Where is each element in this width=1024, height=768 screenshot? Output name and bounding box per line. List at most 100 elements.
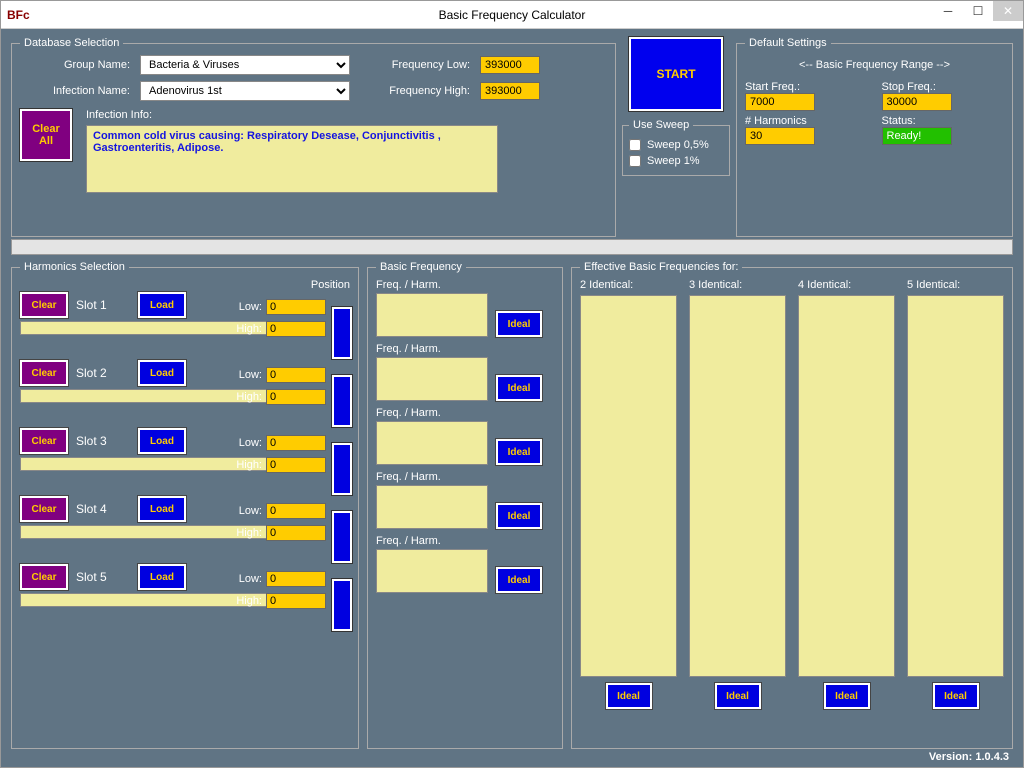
eff-col-4-header: 4 Identical:	[798, 279, 895, 291]
progress-bar	[11, 239, 1013, 255]
slot-3-label: Slot 3	[76, 434, 130, 448]
eff-col-3-header: 3 Identical:	[689, 279, 786, 291]
use-sweep: Use Sweep Sweep 0,5% Sweep 1%	[622, 119, 730, 176]
group-name-label: Group Name:	[20, 59, 130, 71]
slot-1-low-value[interactable]: 0	[266, 299, 326, 315]
slot-2-low-value[interactable]: 0	[266, 367, 326, 383]
eff-col-2-header: 2 Identical:	[580, 279, 677, 291]
freq-harm-2-area	[376, 357, 488, 401]
infection-info-text: Common cold virus causing: Respiratory D…	[86, 125, 498, 193]
slot-5-position[interactable]	[332, 579, 352, 631]
database-selection: Database Selection Group Name: Bacteria …	[11, 37, 616, 237]
stop-freq-label: Stop Freq.:	[882, 81, 1005, 93]
effective-frequencies: Effective Basic Frequencies for: 2 Ident…	[571, 261, 1013, 749]
slot-3-load-button[interactable]: Load	[138, 428, 186, 454]
eff-col-3-ideal-button[interactable]: Ideal	[715, 683, 761, 709]
infection-name-select[interactable]: Adenovirus 1st	[140, 81, 350, 101]
slot-4-load-button[interactable]: Load	[138, 496, 186, 522]
clear-all-button[interactable]: Clear All	[20, 109, 72, 161]
slot-4-position[interactable]	[332, 511, 352, 563]
slot-1-label: Slot 1	[76, 298, 130, 312]
freq-harm-2-ideal-button[interactable]: Ideal	[496, 375, 542, 401]
freq-harm-1-ideal-button[interactable]: Ideal	[496, 311, 542, 337]
freq-high-value: 393000	[480, 82, 540, 100]
slot-1-load-button[interactable]: Load	[138, 292, 186, 318]
window-title: Basic Frequency Calculator	[439, 8, 586, 22]
freq-harm-4-header: Freq. / Harm.	[376, 471, 554, 483]
status-label: Status:	[882, 115, 1005, 127]
freq-low-value: 393000	[480, 56, 540, 74]
slot-1-position[interactable]	[332, 307, 352, 359]
slot-3-position[interactable]	[332, 443, 352, 495]
freq-harm-3-header: Freq. / Harm.	[376, 407, 554, 419]
slot-4-low-value[interactable]: 0	[266, 503, 326, 519]
freq-harm-2-header: Freq. / Harm.	[376, 343, 554, 355]
slot-5-clear-button[interactable]: Clear	[20, 564, 68, 590]
close-button[interactable]: ✕	[993, 1, 1023, 21]
harmonics-value[interactable]: 30	[745, 127, 815, 145]
slot-5-high-value[interactable]: 0	[266, 593, 326, 609]
eff-col-4-ideal-button[interactable]: Ideal	[824, 683, 870, 709]
minimize-button[interactable]: ─	[933, 1, 963, 21]
slot-3-clear-button[interactable]: Clear	[20, 428, 68, 454]
default-settings: Default Settings <-- Basic Frequency Ran…	[736, 37, 1013, 237]
freq-harm-1-header: Freq. / Harm.	[376, 279, 554, 291]
freq-harm-1-area	[376, 293, 488, 337]
sweep-1-checkbox[interactable]: Sweep 1%	[629, 155, 723, 167]
freq-harm-4-ideal-button[interactable]: Ideal	[496, 503, 542, 529]
sweep-legend: Use Sweep	[629, 119, 693, 131]
freq-low-label: Frequency Low:	[360, 59, 470, 71]
slot-1-high-value[interactable]: 0	[266, 321, 326, 337]
basic-frequency: Basic Frequency Freq. / Harm. Ideal Freq.…	[367, 261, 563, 749]
position-header: Position	[20, 279, 350, 291]
harmonics-label: # Harmonics	[745, 115, 868, 127]
status-value: Ready!	[882, 127, 952, 145]
slot-5-load-button[interactable]: Load	[138, 564, 186, 590]
slot-4-clear-button[interactable]: Clear	[20, 496, 68, 522]
eff-col-3-area	[689, 295, 786, 677]
freq-harm-5-ideal-button[interactable]: Ideal	[496, 567, 542, 593]
infection-info-label: Infection Info:	[86, 109, 498, 121]
start-freq-label: Start Freq.:	[745, 81, 868, 93]
slot-1-clear-button[interactable]: Clear	[20, 292, 68, 318]
titlebar: BFc Basic Frequency Calculator ─ ☐ ✕	[1, 1, 1023, 29]
eff-col-5-area	[907, 295, 1004, 677]
slot-3-high-value[interactable]: 0	[266, 457, 326, 473]
eff-col-4-area	[798, 295, 895, 677]
harmonics-selection: Harmonics Selection Position Clear Slot …	[11, 261, 359, 749]
version-label: Version: 1.0.4.3	[929, 751, 1009, 763]
infection-name-label: Infection Name:	[20, 85, 130, 97]
freq-harm-3-area	[376, 421, 488, 465]
eff-legend: Effective Basic Frequencies for:	[580, 261, 742, 273]
slot-2-label: Slot 2	[76, 366, 130, 380]
slot-3-low-value[interactable]: 0	[266, 435, 326, 451]
slot-4-label: Slot 4	[76, 502, 130, 516]
slot-2-load-button[interactable]: Load	[138, 360, 186, 386]
maximize-button[interactable]: ☐	[963, 1, 993, 21]
slot-2-position[interactable]	[332, 375, 352, 427]
freq-high-label: Frequency High:	[360, 85, 470, 97]
group-name-select[interactable]: Bacteria & Viruses	[140, 55, 350, 75]
freq-harm-5-area	[376, 549, 488, 593]
stop-freq-value[interactable]: 30000	[882, 93, 952, 111]
freq-harm-5-header: Freq. / Harm.	[376, 535, 554, 547]
freq-harm-3-ideal-button[interactable]: Ideal	[496, 439, 542, 465]
slot-2-clear-button[interactable]: Clear	[20, 360, 68, 386]
slot-2-high-value[interactable]: 0	[266, 389, 326, 405]
range-label: <-- Basic Frequency Range -->	[745, 59, 1004, 71]
harm-legend: Harmonics Selection	[20, 261, 129, 273]
slot-4-high-value[interactable]: 0	[266, 525, 326, 541]
start-freq-value[interactable]: 7000	[745, 93, 815, 111]
eff-col-2-area	[580, 295, 677, 677]
eff-col-5-ideal-button[interactable]: Ideal	[933, 683, 979, 709]
app-icon: BFc	[7, 8, 30, 22]
start-button[interactable]: START	[629, 37, 723, 111]
sweep-05-checkbox[interactable]: Sweep 0,5%	[629, 139, 723, 151]
db-legend: Database Selection	[20, 37, 123, 49]
slot-5-low-value[interactable]: 0	[266, 571, 326, 587]
basic-legend: Basic Frequency	[376, 261, 466, 273]
defaults-legend: Default Settings	[745, 37, 831, 49]
slot-5-label: Slot 5	[76, 570, 130, 584]
freq-harm-4-area	[376, 485, 488, 529]
eff-col-2-ideal-button[interactable]: Ideal	[606, 683, 652, 709]
